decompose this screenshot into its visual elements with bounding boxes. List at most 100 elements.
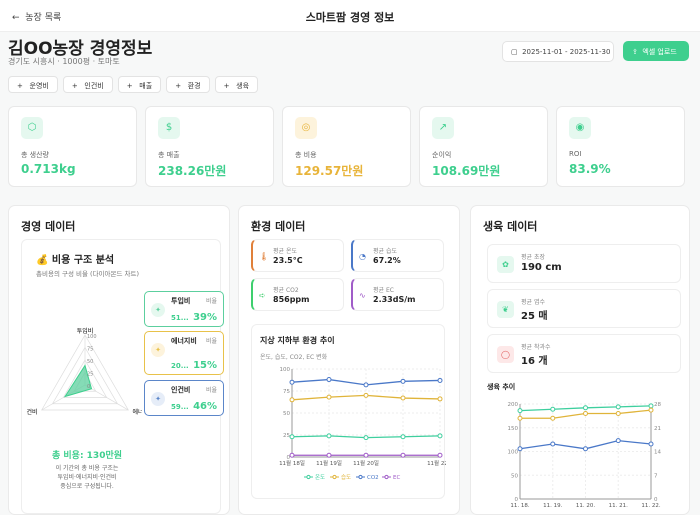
cost-item-card: ✦ 인건비 59... 비율 46% — [144, 380, 224, 416]
data-point — [648, 441, 654, 447]
x-tick-label: 11. 22. — [641, 503, 660, 509]
data-point — [400, 395, 406, 401]
activity-icon: ∿ — [359, 291, 366, 300]
page-subtitle: 경기도 시흥시 · 1000평 · 토마토 — [8, 57, 120, 66]
y-tick-label: 100 — [508, 450, 519, 456]
y-tick-label: 25 — [283, 433, 290, 439]
stat-label: 평균 엽수 — [521, 299, 545, 306]
kpi-label: 총 비용 — [295, 151, 317, 159]
coins-icon: ◎ — [295, 117, 317, 139]
add-sales-button[interactable]: + 매출 — [117, 76, 162, 93]
legend-label: EC — [393, 475, 400, 481]
stat-value: 25 매 — [521, 311, 548, 322]
stat-label: 평균 CO2 — [273, 287, 299, 294]
add-environment-button[interactable]: + 환경 — [166, 76, 210, 93]
cost-item-card: ✦ 에너지비 20... 비율 15% — [144, 331, 224, 375]
kpi-label: 총 매출 — [158, 151, 180, 159]
data-point — [363, 392, 369, 398]
y2-tick-label: 0 — [654, 497, 658, 503]
leaf-icon: ✦ — [151, 303, 165, 317]
x-tick-label: 11월 20일 — [353, 459, 379, 467]
y-tick-label: 50 — [283, 411, 290, 417]
kpi-label: 총 생산량 — [21, 151, 49, 159]
x-tick-label: 11. 19. — [543, 503, 562, 509]
cost-item-name: 투입비 — [171, 297, 191, 305]
cost-item-name: 에너지비 — [171, 337, 197, 345]
environment-line-chart: 0 25 50 75 100 11월 18일 11월 19일 11월 20일 11월 22일온도… — [279, 367, 446, 481]
x-tick-label: 11. 21. — [609, 503, 628, 509]
radar-tick: 0 — [87, 384, 90, 390]
kpi-card: $ 총 매출 238.26만원 — [145, 106, 274, 187]
stat-label: 평균 착과수 — [521, 344, 551, 351]
add-growth-button[interactable]: + 생육 — [214, 76, 259, 93]
desc-line: 투입비·에너지비·인건비 — [57, 474, 117, 481]
legend-marker — [332, 474, 337, 480]
x-tick-label: 11월 22일 — [427, 459, 446, 467]
chart-title: 생육 추이 — [487, 383, 516, 391]
chip-label: 운영비 — [29, 82, 49, 90]
app-title: 스마트팜 경영 정보 — [305, 11, 395, 24]
kpi-row: ⬡ 총 생산량 0.713kg $ 총 매출 238.26만원 ◎ 총 비용 129.57만원 ↗… — [8, 106, 685, 187]
growth-line-chart: 0 50 100 150 200 0 7 14 21 28 11. 18. 11. 19. 11. 20… — [508, 402, 662, 509]
y-tick-label: 100 — [280, 367, 291, 373]
stat-value: 67.2% — [373, 256, 401, 265]
x-tick-label: 11월 19일 — [316, 459, 342, 467]
management-panel: 경영 데이터 💰 비용 구조 분석 총비용의 구성 비율 (다이아몬드 차트) … — [8, 205, 230, 515]
apple-icon: ◯ — [497, 346, 514, 363]
calendar-icon: ▢ — [511, 48, 518, 56]
cost-item-amount: 20... — [171, 362, 189, 370]
chart-subtitle: 온도, 습도, CO2, EC 변화 — [260, 354, 328, 361]
chip-label: 생육 — [236, 82, 250, 90]
cost-item-ratio: 15% — [193, 360, 217, 371]
upload-icon: ⇪ — [632, 48, 638, 56]
leaf-icon: ❦ — [497, 301, 514, 318]
cost-structure-card: 💰 비용 구조 분석 총비용의 구성 비율 (다이아몬드 차트) 100 75 50… — [21, 239, 224, 514]
legend-label: 습도 — [341, 473, 351, 481]
stat-value: 190 cm — [521, 262, 562, 273]
radar-grid — [41, 334, 129, 411]
cost-item-ratio: 39% — [193, 312, 217, 323]
radar-area — [63, 364, 93, 398]
target-icon: ◉ — [569, 117, 591, 139]
add-data-chips: + 운영비 + 인건비 + 매출 + 환경 + 생육 — [8, 76, 259, 93]
chip-label: 인건비 — [84, 82, 104, 90]
back-button[interactable]: ← 농장 목록 — [12, 10, 61, 23]
legend-label: 온도 — [315, 474, 325, 481]
radar-axis-label: 에너 — [133, 408, 143, 416]
panel-title: 생육 데이터 — [483, 220, 538, 233]
cost-item-amount: 51... — [171, 314, 189, 322]
legend-label: CO2 — [367, 475, 379, 481]
data-point — [615, 411, 621, 416]
chart-title: 지상 지하부 환경 추이 — [260, 336, 335, 345]
data-point — [550, 406, 556, 412]
kpi-card: ◉ ROI 83.9% — [556, 106, 685, 187]
data-point — [583, 446, 588, 452]
y-tick-label: 0 — [287, 455, 291, 461]
stat-label: 평균 EC — [373, 287, 394, 294]
y-tick-label: 0 — [515, 497, 519, 503]
excel-upload-button[interactable]: ⇪ 엑셀 업로드 — [623, 41, 689, 61]
environment-stat-card: 🌡 평균 온도 23.5°C — [251, 239, 344, 272]
cost-item-amount: 59... — [171, 403, 189, 411]
stat-value: 2.33dS/m — [373, 295, 416, 304]
data-point — [437, 452, 443, 458]
add-labor-cost-button[interactable]: + 인건비 — [62, 76, 113, 93]
panel-title: 경영 데이터 — [21, 220, 76, 233]
legend-marker — [306, 474, 311, 480]
panel-title: 환경 데이터 — [251, 220, 306, 233]
radar-tick: 100 — [87, 334, 97, 340]
data-point — [437, 396, 443, 402]
data-point — [363, 452, 369, 458]
radar-axis — [84, 384, 129, 411]
date-range-picker[interactable]: ▢ 2025-11-01 - 2025-11-30 — [502, 41, 614, 62]
data-point — [363, 435, 369, 441]
ratio-label: 비율 — [205, 298, 217, 305]
radar-tick: 50 — [87, 359, 93, 365]
radar-axis-label: 투입비 — [77, 327, 94, 335]
top-bar: ← 농장 목록 스마트팜 경영 정보 — [0, 0, 700, 32]
ratio-label: 비율 — [205, 387, 217, 394]
data-point — [289, 434, 295, 440]
data-point — [615, 438, 621, 444]
add-operating-cost-button[interactable]: + 운영비 — [8, 76, 58, 93]
data-point — [400, 434, 406, 440]
